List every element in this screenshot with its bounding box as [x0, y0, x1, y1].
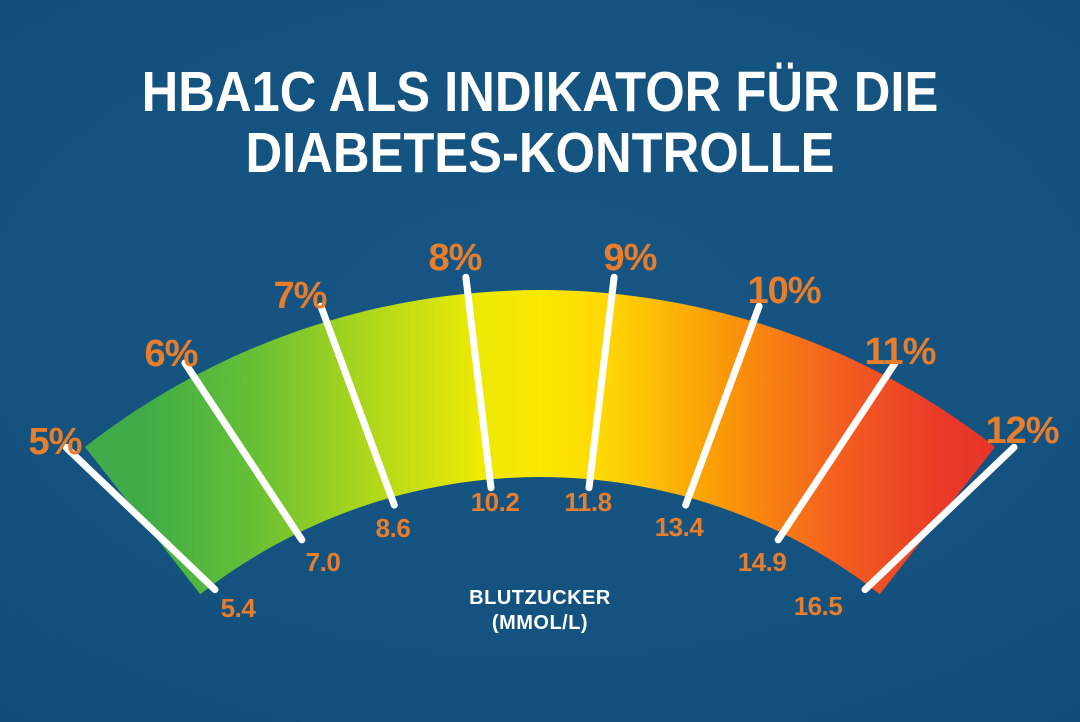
gauge-tick-11 — [774, 359, 899, 544]
hba1c-label-0: 5% — [29, 421, 82, 463]
gauge-tick-9 — [585, 273, 618, 492]
mmol-label-3: 10.2 — [471, 487, 520, 517]
page-title-line2: DIABETES-KONTROLLE — [245, 121, 835, 185]
gauge-tick-10 — [682, 302, 763, 509]
hba1c-label-5: 10% — [747, 270, 820, 312]
hba1c-label-3: 8% — [429, 237, 482, 279]
hba1c-label-2: 7% — [274, 275, 327, 317]
gauge-tick-8 — [462, 273, 495, 492]
hba1c-label-7: 12% — [985, 410, 1058, 452]
blood-sugar-mmol-labels: 5.4 7.0 8.6 10.2 11.8 13.4 14.916.5 — [221, 487, 843, 623]
mmol-label-4: 11.8 — [564, 487, 611, 517]
page-title: HBA1C ALS INDIKATOR FÜR DIE DIABETES-KON… — [59, 62, 1020, 184]
axis-label-blutzucker: BLUTZUCKER — [469, 587, 611, 609]
mmol-label-5: 13.4 — [655, 512, 705, 542]
mmol-label-2: 8.6 — [376, 513, 411, 543]
hba1c-label-4: 9% — [604, 237, 657, 279]
hba1c-label-1: 6% — [145, 333, 198, 375]
axis-label-mmol: (MMOL/L) — [492, 612, 588, 634]
gauge-tick-7 — [317, 302, 398, 509]
hba1c-percent-labels: 5% 6% 7% 8% 9% 10% 11% 12% — [29, 237, 1060, 463]
page-title-line1: HBA1C ALS INDIKATOR FÜR DIE — [141, 60, 939, 124]
gauge-tick-5 — [62, 443, 219, 594]
gauge-tick-12 — [861, 443, 1018, 594]
mmol-label-0: 5.4 — [221, 593, 257, 623]
mmol-label-7: 16.5 — [794, 591, 843, 621]
gauge-tick-6 — [181, 359, 306, 544]
hba1c-label-6: 11% — [865, 331, 936, 373]
gauge-ticks — [62, 273, 1018, 594]
mmol-label-6: 14.9 — [738, 547, 787, 577]
mmol-label-1: 7.0 — [306, 547, 341, 577]
gauge-arc — [85, 290, 995, 595]
